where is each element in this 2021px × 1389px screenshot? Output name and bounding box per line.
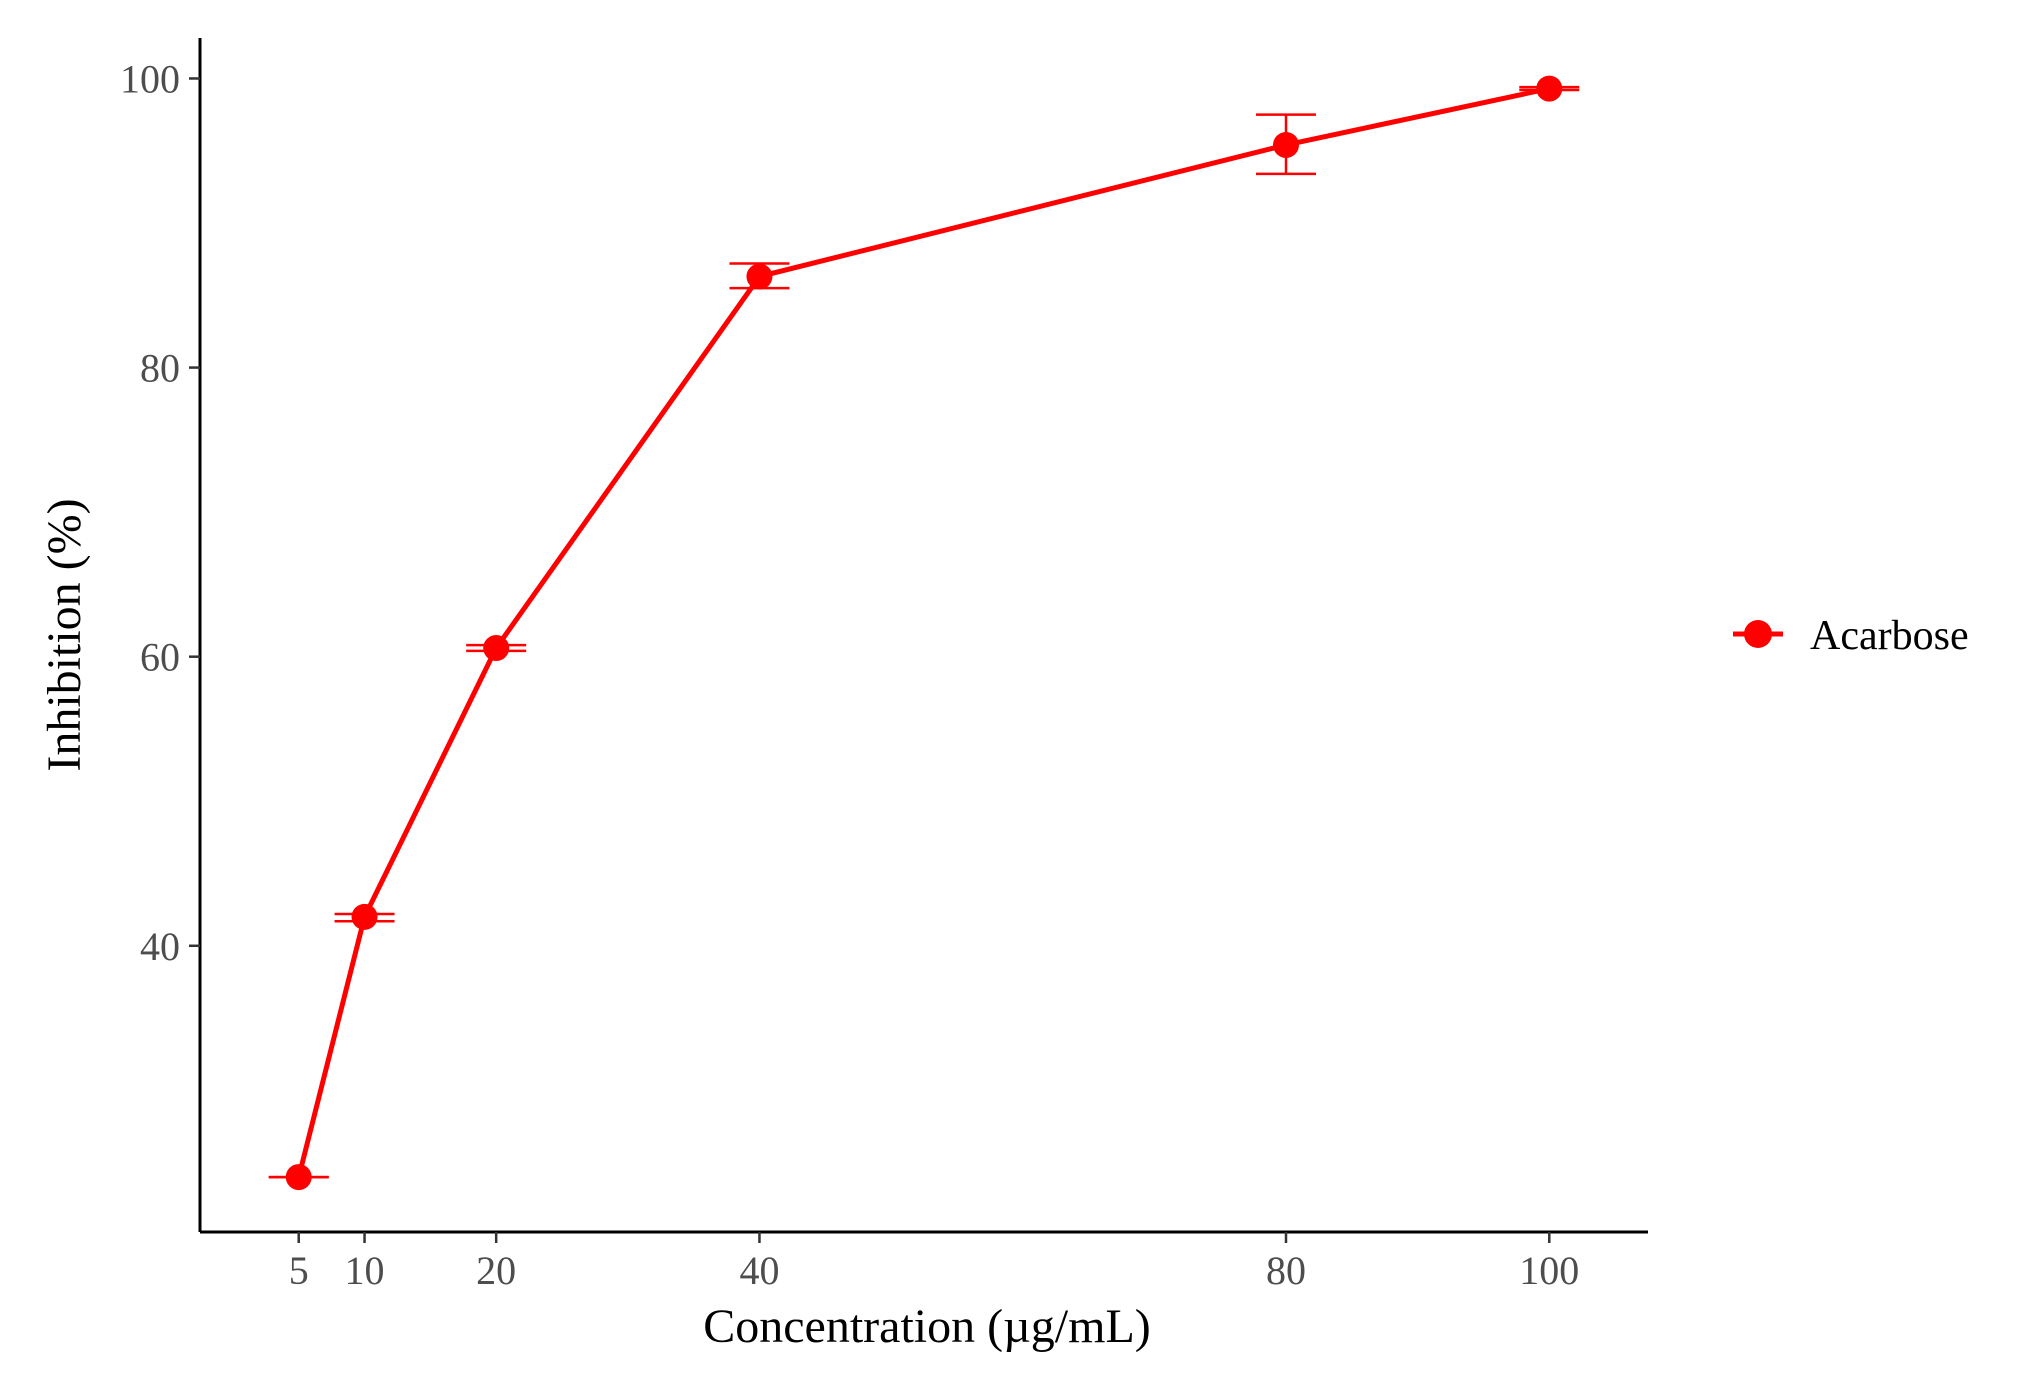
point-layer bbox=[285, 75, 1563, 1191]
x-tick-label: 40 bbox=[739, 1248, 779, 1293]
data-point bbox=[1273, 131, 1299, 158]
data-point bbox=[483, 635, 510, 662]
x-tick-label: 20 bbox=[476, 1248, 516, 1293]
axes-layer bbox=[198, 38, 1648, 1234]
x-tick-label: 5 bbox=[289, 1248, 309, 1293]
x-tick-label: 80 bbox=[1266, 1248, 1306, 1293]
legend-label-acarbose: Acarbose bbox=[1810, 613, 1969, 659]
x-tick-label: 100 bbox=[1519, 1248, 1579, 1293]
series-line-acarbose bbox=[296, 86, 1550, 1178]
ticks-layer: 5 10 20 40 80 100 40 60 80 100 bbox=[120, 56, 1579, 1293]
data-point bbox=[285, 1164, 312, 1191]
legend: Acarbose bbox=[1733, 613, 1969, 659]
legend-marker bbox=[1744, 620, 1772, 648]
line-layer bbox=[296, 86, 1550, 1178]
errorbar-layer bbox=[268, 85, 1580, 1179]
x-axis-title: Concentration (µg/mL) bbox=[703, 1300, 1151, 1353]
y-tick-label: 80 bbox=[140, 346, 180, 391]
y-tick-label: 100 bbox=[120, 56, 180, 101]
data-point bbox=[351, 903, 378, 930]
data-point bbox=[746, 263, 773, 290]
x-tick-label: 10 bbox=[345, 1248, 385, 1293]
y-axis-title: Inhibition (%) bbox=[38, 498, 91, 771]
y-tick-label: 40 bbox=[140, 924, 180, 969]
data-point bbox=[1536, 75, 1563, 102]
y-tick-label: 60 bbox=[140, 635, 180, 680]
